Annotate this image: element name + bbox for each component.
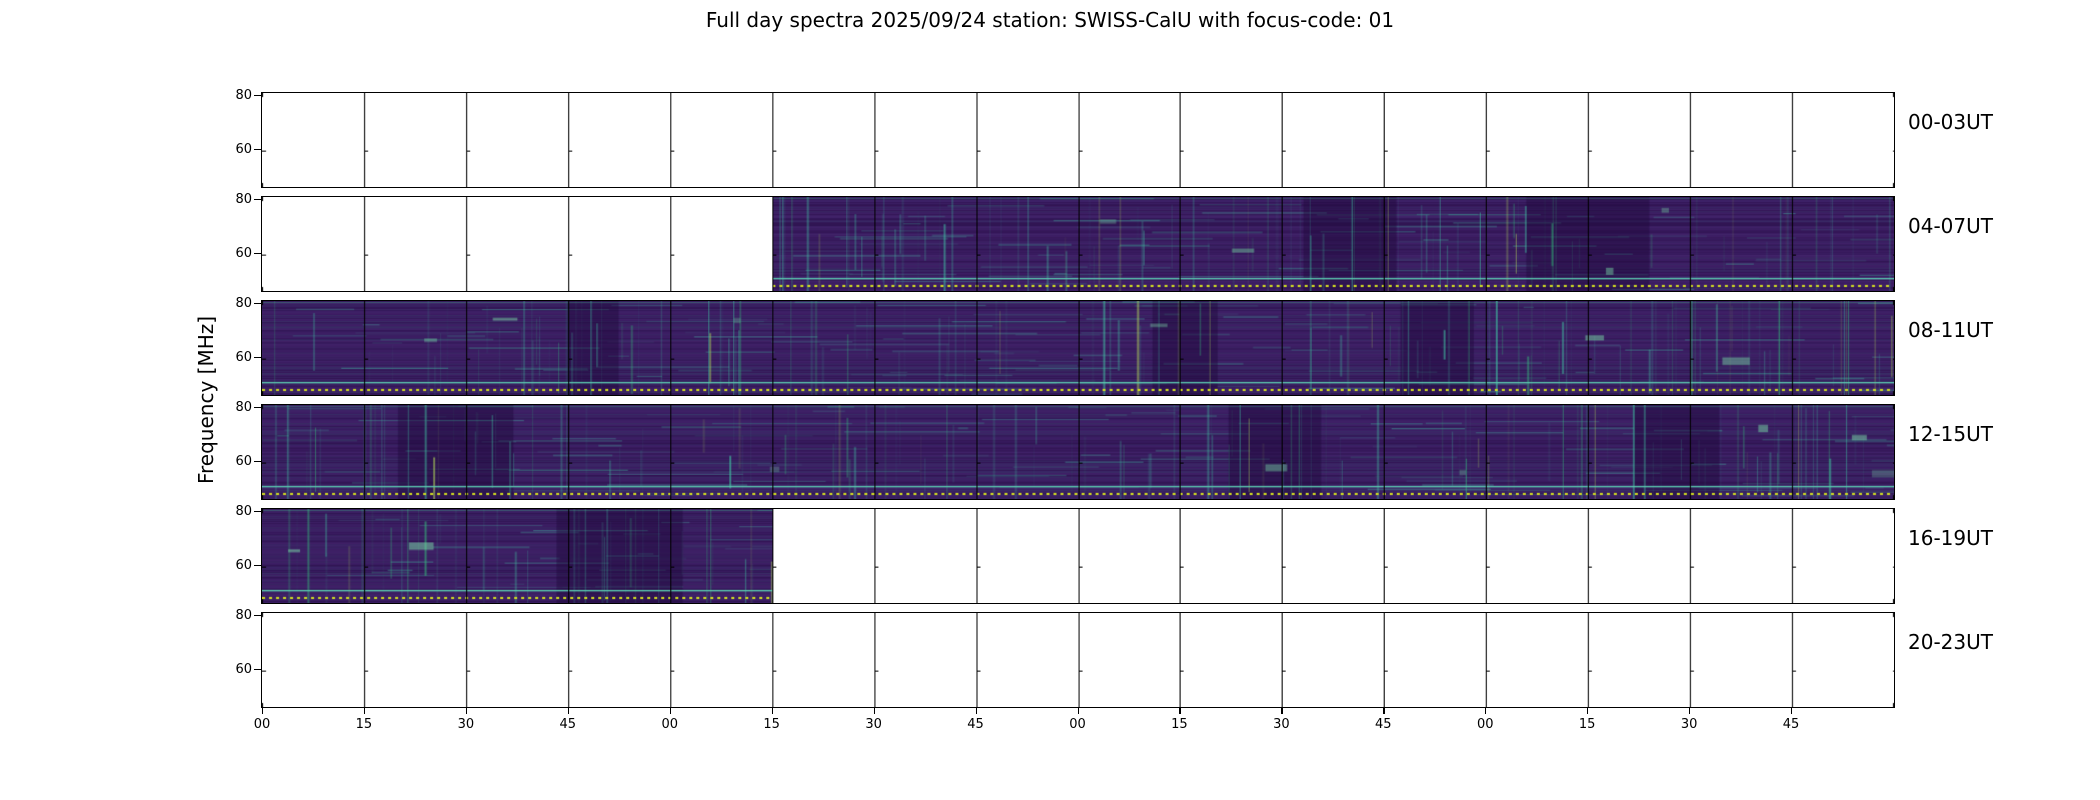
x-tick-mark [1281,708,1283,714]
y-tick-mark [254,511,261,513]
y-tick-label-60: 60 [235,350,252,365]
y-tick-label-80: 80 [235,400,252,415]
x-tick-mark [262,708,264,714]
x-tick-label: 45 [559,717,577,732]
y-tick-mark [254,303,261,305]
y-tick-mark [254,615,261,617]
x-tick-label: 30 [457,717,475,732]
row-panel [261,508,1895,604]
x-tick-label: 15 [1578,717,1596,732]
row-time-label: 20-23UT [1908,630,1993,654]
spectrogram-row-12-15: 80 60 12-15UT [0,400,2100,500]
x-tick-mark [873,708,875,714]
y-tick-mark [254,669,261,671]
row-time-label: 00-03UT [1908,110,1993,134]
x-tick-label: 15 [763,717,780,732]
x-tick-label: 45 [967,717,984,732]
y-tick-label-80: 80 [235,296,252,311]
x-tick-mark [567,708,569,714]
y-tick-mark [254,149,261,151]
x-tick-mark [1689,708,1691,714]
y-tick-mark [254,95,261,97]
x-tick-label: 30 [865,717,882,732]
spectrogram-canvas [262,613,1894,707]
y-tick-label-60: 60 [235,246,252,261]
x-tick-label: 00 [661,717,679,732]
x-tick-mark [1587,708,1589,714]
x-tick-mark [363,708,366,714]
x-tick-label: 15 [1171,717,1188,732]
y-tick-mark [254,357,261,359]
x-tick-label: 45 [1375,717,1392,732]
y-tick-mark [254,565,261,567]
y-tick-mark [254,199,261,201]
x-tick-mark [1077,708,1079,714]
row-panel [261,404,1895,500]
x-tick-mark [1179,708,1181,714]
x-tick-label: 30 [1680,717,1698,732]
y-tick-label-60: 60 [235,142,252,157]
y-tick-label-60: 60 [235,662,252,677]
y-tick-label-60: 60 [235,454,252,469]
y-tick-label-80: 80 [235,88,252,103]
row-panel [261,92,1895,188]
spectrogram-canvas [262,93,1894,187]
y-tick-label-60: 60 [235,558,252,573]
y-tick-mark [254,461,261,463]
x-tick-mark [1485,708,1487,714]
spectrogram-canvas [262,405,1894,499]
row-panel [261,196,1895,292]
spectrogram-row-04-07: 80 60 04-07UT [0,192,2100,292]
spectrogram-row-00-03: 80 60 00-03UT [0,88,2100,188]
x-tick-mark [465,708,468,714]
row-panel [261,612,1895,708]
y-tick-label-80: 80 [235,504,252,519]
x-tick-label: 00 [1476,717,1494,732]
row-panel [261,300,1895,396]
spectrogram-row-20-23: 80 60 20-23UT [0,608,2100,708]
y-tick-label-80: 80 [235,608,252,623]
spectrogram-canvas [262,197,1894,291]
y-tick-label-80: 80 [235,192,252,207]
x-tick-mark [1383,708,1385,714]
spectrogram-row-08-11: 80 60 08-11UT [0,296,2100,396]
x-tick-label: 45 [1782,717,1800,732]
x-tick-label: 00 [253,717,271,732]
x-tick-mark [1791,708,1793,714]
spectrogram-canvas [262,301,1894,395]
x-tick-label: 15 [355,717,373,732]
x-tick-label: 00 [1069,717,1086,732]
x-tick-mark [771,708,773,714]
row-time-label: 08-11UT [1908,318,1993,342]
y-tick-mark [254,407,261,409]
x-tick-mark [669,708,671,714]
row-time-label: 12-15UT [1908,422,1993,446]
chart-title: Full day spectra 2025/09/24 station: SWI… [705,8,1395,32]
spectrogram-canvas [262,509,1894,603]
x-tick-label: 30 [1273,717,1290,732]
spectrogram-row-16-19: 80 60 16-19UT [0,504,2100,604]
x-tick-mark [975,708,977,714]
y-tick-mark [254,253,261,255]
row-time-label: 04-07UT [1908,214,1993,238]
row-time-label: 16-19UT [1908,526,1993,550]
